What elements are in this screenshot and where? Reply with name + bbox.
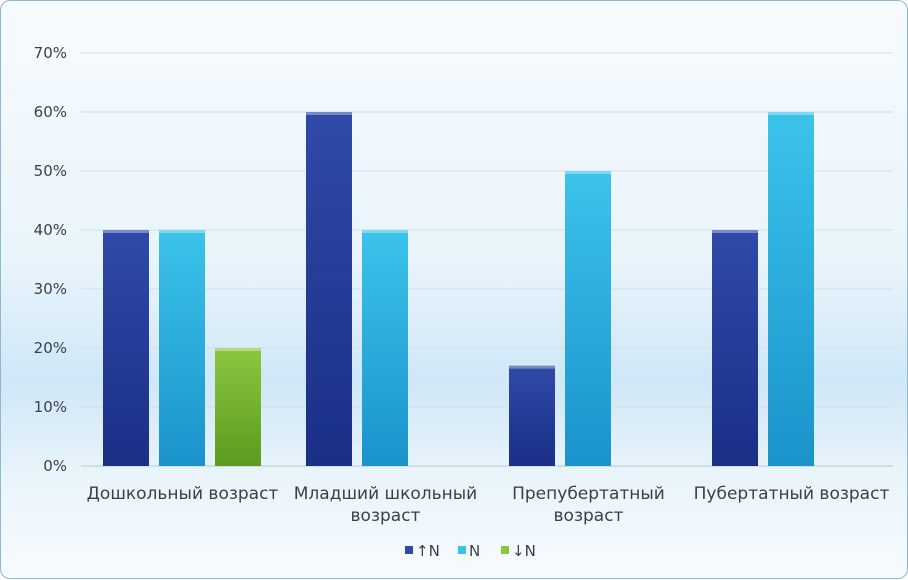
y-tick-label: 30% bbox=[34, 280, 67, 298]
bar-highlight bbox=[565, 171, 611, 174]
legend-label: N bbox=[469, 542, 480, 560]
bar bbox=[362, 230, 408, 466]
legend-swatch bbox=[501, 546, 509, 554]
bar-highlight bbox=[306, 112, 352, 115]
x-category-label: Препубертатный bbox=[512, 484, 665, 504]
bar-highlight bbox=[768, 112, 814, 115]
bar bbox=[215, 348, 261, 466]
bar-highlight bbox=[362, 230, 408, 233]
y-tick-label: 10% bbox=[34, 398, 67, 416]
y-tick-label: 20% bbox=[34, 339, 67, 357]
bar bbox=[306, 112, 352, 466]
y-tick-label: 0% bbox=[43, 457, 67, 475]
x-category-label: Дошкольный возраст bbox=[87, 484, 279, 504]
x-category-label: Младший школьный bbox=[294, 484, 477, 504]
x-category-label: возраст bbox=[351, 506, 421, 526]
x-category-label: Пубертатный возраст bbox=[694, 484, 890, 504]
bar-highlight bbox=[215, 348, 261, 351]
bar-highlight bbox=[103, 230, 149, 233]
y-tick-label: 50% bbox=[34, 162, 67, 180]
bar bbox=[768, 112, 814, 466]
x-category-label: возраст bbox=[554, 506, 624, 526]
bar bbox=[509, 365, 555, 466]
bar-highlight bbox=[509, 365, 555, 369]
bar-highlight bbox=[712, 230, 758, 233]
bar bbox=[565, 171, 611, 466]
bar bbox=[103, 230, 149, 466]
y-tick-label: 40% bbox=[34, 221, 67, 239]
legend-swatch bbox=[405, 546, 413, 554]
bar bbox=[159, 230, 205, 466]
y-tick-label: 70% bbox=[34, 44, 67, 62]
legend-label: ↑N bbox=[416, 542, 440, 560]
legend-swatch bbox=[458, 546, 466, 554]
bar bbox=[712, 230, 758, 466]
y-tick-label: 60% bbox=[34, 103, 67, 121]
legend-label: ↓N bbox=[512, 542, 536, 560]
bar-highlight bbox=[159, 230, 205, 233]
